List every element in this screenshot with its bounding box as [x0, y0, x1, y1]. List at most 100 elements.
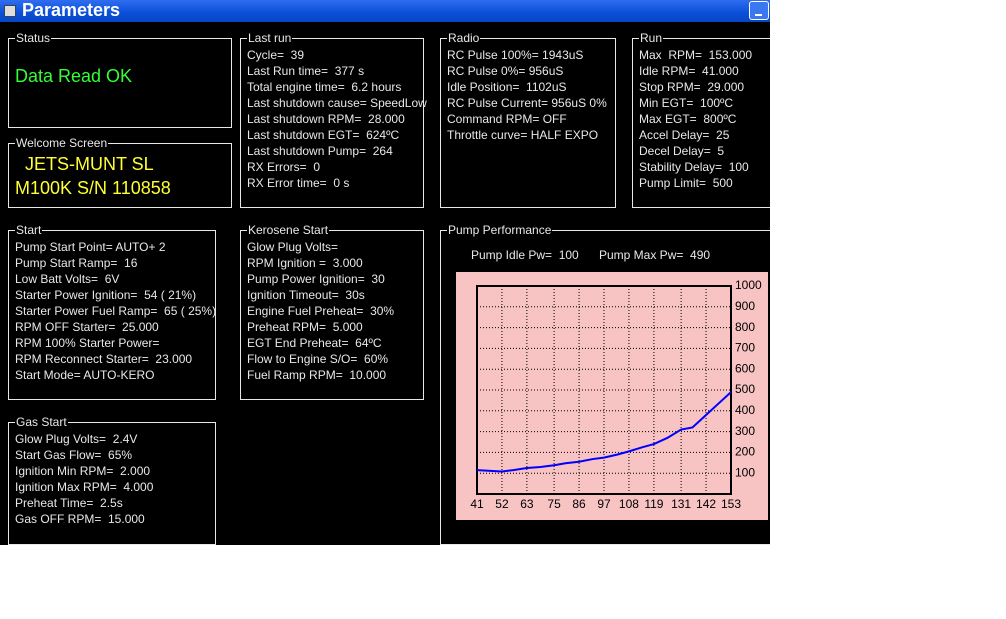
text-line: Starter Power Fuel Ramp= 65 ( 25%)	[15, 304, 217, 318]
text-line: Low Batt Volts= 6V	[15, 272, 120, 286]
text-line: RPM 100% Starter Power=	[15, 336, 160, 350]
text-line: Last shutdown Pump= 264	[247, 144, 393, 158]
panel: Gas Start Glow Plug Volts= 2.4V Start Gas …	[8, 415, 216, 545]
text-line: Cycle= 39	[247, 48, 305, 62]
x-tick-label: 153	[721, 497, 741, 511]
y-tick-label: 1000	[735, 278, 762, 292]
y-tick-label: 500	[735, 382, 755, 396]
text-line: RPM OFF Starter= 25.000	[15, 320, 159, 334]
text-line: Gas OFF RPM= 15.000	[15, 512, 145, 526]
text-line: RC Pulse Current= 956uS 0%	[447, 96, 607, 110]
panel: Run Max RPM= 153.000 Idle RPM= 41.000 Stop …	[632, 31, 770, 208]
y-tick-label: 300	[735, 424, 755, 438]
text-line: Idle Position= 1102uS	[447, 80, 567, 94]
x-tick-label: 52	[495, 497, 509, 511]
text-line: RPM Ignition = 3.000	[247, 256, 363, 270]
text-line: RX Errors= 0	[247, 160, 321, 174]
panel: Welcome Screen JETS-MUNT SL M100K S/N 1108…	[8, 136, 232, 208]
text-line: Glow Plug Volts=	[247, 240, 339, 254]
pump-chart: 100 200 300 400 500 600 700 800 900 1000 41 52 63 75 8…	[456, 272, 768, 520]
pump-text: Pump Idle Pw= 100	[471, 248, 579, 262]
text-line: Engine Fuel Preheat= 30%	[247, 304, 395, 318]
text-line: Start Gas Flow= 65%	[15, 448, 133, 462]
plot-frame	[476, 285, 732, 495]
panel-title: Last run	[247, 31, 293, 45]
text-line: Pump Start Ramp= 16	[15, 256, 138, 270]
text-line: Min EGT= 100ºC	[639, 96, 734, 110]
text-line: Accel Delay= 25	[639, 128, 730, 142]
text-line: Flow to Engine S/O= 60%	[247, 352, 389, 366]
text-line: Last shutdown EGT= 624ºC	[247, 128, 400, 142]
text-line: Command RPM= OFF	[447, 112, 567, 126]
text-line: Max EGT= 800ºC	[639, 112, 737, 126]
text-line: Last shutdown RPM= 28.000	[247, 112, 405, 126]
panel-title: Gas Start	[15, 415, 68, 429]
panel: Status Data Read OK	[8, 31, 232, 128]
panel-title: Status	[15, 31, 52, 45]
text-line: Fuel Ramp RPM= 10.000	[247, 368, 387, 382]
y-tick-label: 100	[735, 465, 755, 479]
window-icon	[4, 5, 16, 17]
text-line: Stability Delay= 100	[639, 160, 749, 174]
welcome-text: JETS-MUNT SL	[25, 154, 154, 174]
text-line: Pump Start Point= AUTO+ 2	[15, 240, 166, 254]
x-tick-label: 108	[619, 497, 639, 511]
text-line: Idle RPM= 41.000	[639, 64, 739, 78]
text-line: Total engine time= 6.2 hours	[247, 80, 402, 94]
panel: Radio RC Pulse 100%= 1943uS RC Pulse 0%= 9…	[440, 31, 616, 208]
text-line: Pump Power Ignition= 30	[247, 272, 385, 286]
text-line: Throttle curve= HALF EXPO	[447, 128, 599, 142]
panel-title: Start	[15, 223, 43, 237]
panel-title: Pump Performance	[447, 223, 553, 237]
text-line: RPM Reconnect Starter= 23.000	[15, 352, 193, 366]
window-title: Parameters	[22, 0, 121, 20]
y-tick-label: 800	[735, 320, 755, 334]
text-line: Glow Plug Volts= 2.4V	[15, 432, 138, 446]
y-tick-label: 900	[735, 299, 755, 313]
text-line: Start Mode= AUTO-KERO	[15, 368, 155, 382]
panel: Start Pump Start Point= AUTO+ 2 Pump Start…	[8, 223, 217, 400]
panel-title: Run	[639, 31, 664, 45]
panel: Kerosene Start Glow Plug Volts= RPM Igniti…	[240, 223, 424, 400]
panel: Pump Performance Pump Idle Pw= 100 Pump Ma…	[440, 223, 770, 545]
title-bar: Parameters	[0, 0, 770, 22]
text-line: Decel Delay= 5	[639, 144, 725, 158]
status-text: Data Read OK	[15, 66, 133, 86]
x-tick-label: 119	[644, 497, 663, 511]
text-line: Starter Power Ignition= 54 ( 21%)	[15, 288, 197, 302]
window: Parameters Status Data Read OK Welcome Scr…	[0, 0, 770, 545]
panel-title: Radio	[447, 31, 481, 45]
text-line: Preheat Time= 2.5s	[15, 496, 123, 510]
y-tick-label: 400	[735, 403, 755, 417]
text-line: RX Error time= 0 s	[247, 176, 350, 190]
series-line	[476, 391, 732, 473]
y-tick-label: 700	[735, 341, 755, 355]
text-line: Ignition Min RPM= 2.000	[15, 464, 151, 478]
text-line: Ignition Max RPM= 4.000	[15, 480, 154, 494]
x-tick-label: 142	[696, 497, 716, 511]
text-line: Last shutdown cause= SpeedLow	[247, 96, 427, 110]
text-line: Max RPM= 153.000	[639, 48, 753, 62]
text-line: RC Pulse 100%= 1943uS	[447, 48, 584, 62]
welcome-text: M100K S/N 110858	[15, 178, 171, 198]
y-tick-label: 600	[735, 361, 755, 375]
panel: Last run Cycle= 39 Last Run time= 377 s Tot…	[240, 31, 427, 208]
text-line: RC Pulse 0%= 956uS	[447, 64, 564, 78]
x-tick-label: 97	[597, 497, 611, 511]
panel-title: Welcome Screen	[15, 136, 109, 150]
text-line: Ignition Timeout= 30s	[247, 288, 365, 302]
x-tick-label: 131	[671, 497, 691, 511]
x-tick-label: 75	[547, 497, 561, 511]
text-line: Stop RPM= 29.000	[639, 80, 745, 94]
minimize-button[interactable]	[749, 1, 769, 20]
text-line: Last Run time= 377 s	[247, 64, 365, 78]
x-tick-label: 86	[572, 497, 586, 511]
panel-title: Kerosene Start	[247, 223, 330, 237]
pump-text: Pump Max Pw= 490	[599, 248, 711, 262]
x-tick-label: 63	[520, 497, 534, 511]
text-line: Pump Limit= 500	[639, 176, 733, 190]
text-line: EGT End Preheat= 64ºC	[247, 336, 382, 350]
x-tick-label: 41	[470, 497, 484, 511]
text-line: Preheat RPM= 5.000	[247, 320, 363, 334]
